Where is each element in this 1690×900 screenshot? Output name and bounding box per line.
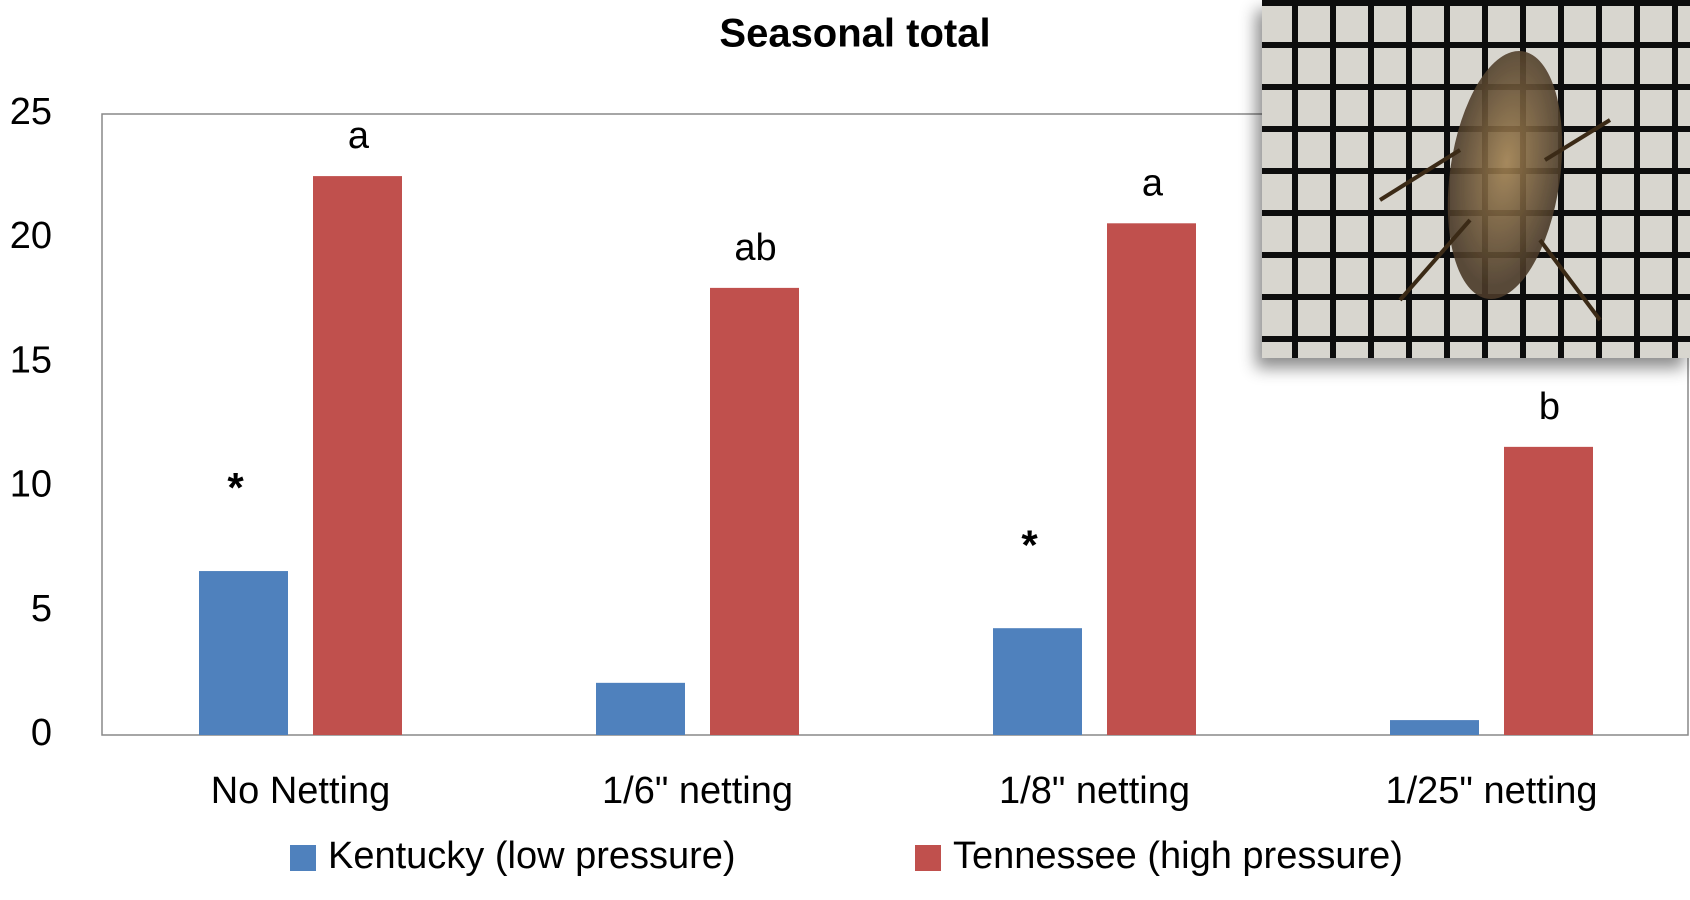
bar	[993, 628, 1082, 735]
bar	[596, 682, 685, 735]
x-tick-label: 1/6" netting	[602, 770, 793, 812]
x-tick-label: 1/25" netting	[1385, 770, 1597, 812]
bar	[313, 176, 402, 736]
y-tick-label: 25	[10, 91, 52, 133]
bar	[199, 571, 288, 735]
annotation: *	[1021, 521, 1038, 568]
legend-swatch	[290, 845, 316, 871]
legend-swatch	[915, 845, 941, 871]
y-tick-label: 0	[31, 712, 52, 754]
chart-title: Seasonal total	[719, 12, 990, 56]
annotation: a	[1142, 162, 1164, 204]
annotation: b	[1539, 386, 1560, 428]
y-tick-label: 5	[31, 588, 52, 630]
x-tick-label: 1/8" netting	[999, 770, 1190, 812]
bar	[1504, 446, 1593, 735]
bar	[1107, 223, 1196, 735]
annotation: *	[227, 464, 244, 511]
y-tick-label: 20	[10, 215, 52, 257]
x-tick-label: No Netting	[211, 770, 391, 812]
photo-inset	[1262, 0, 1690, 358]
legend-label: Tennessee (high pressure)	[953, 835, 1403, 877]
legend-label: Kentucky (low pressure)	[328, 835, 736, 877]
y-tick-label: 15	[10, 339, 52, 381]
annotation: ab	[734, 227, 776, 269]
bar	[710, 287, 799, 735]
plot-frame	[101, 113, 1689, 736]
annotation: a	[348, 115, 370, 157]
y-tick-label: 10	[10, 464, 52, 506]
bar	[1390, 720, 1479, 735]
